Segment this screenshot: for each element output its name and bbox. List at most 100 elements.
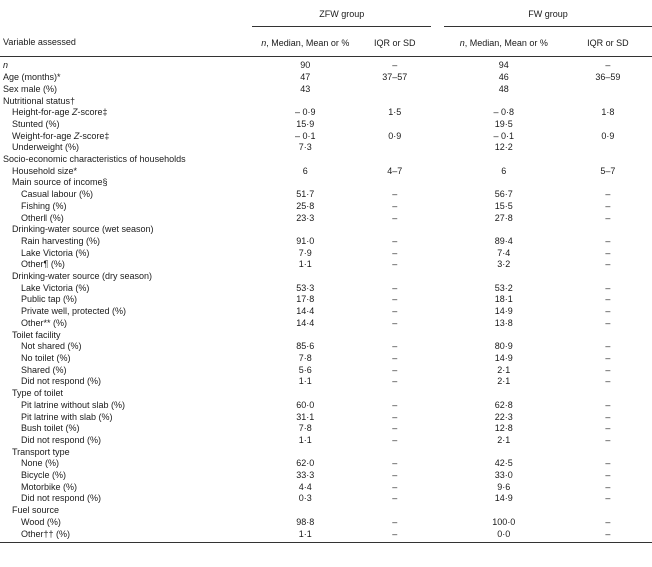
zfw-value-cell: 15·9 xyxy=(296,118,315,129)
zfw-value-cell: 1·1 xyxy=(252,528,359,544)
zfw-iqr-cell: – xyxy=(392,317,398,328)
fw-value-cell xyxy=(444,330,564,342)
zfw-iqr-cell: 1·5 xyxy=(388,107,402,118)
row-label: Pit latrine with slab (%) xyxy=(21,411,113,422)
row-label: Type of toilet xyxy=(12,388,64,399)
row-label: Wood (%) xyxy=(21,516,61,527)
fw-iqr-cell: – xyxy=(605,341,611,352)
spacer-cell xyxy=(431,400,444,412)
zfw-iqr-cell: – xyxy=(392,399,398,410)
fw-iqr-cell: – xyxy=(605,399,611,410)
spacer-cell xyxy=(431,470,444,482)
table-row: Bush toilet (%) 7·8 – 12·8 – xyxy=(0,423,652,435)
spacer-cell xyxy=(431,423,444,435)
fw-value-cell xyxy=(444,224,564,236)
fw-iqr-cell: – xyxy=(605,411,611,422)
spacer-cell xyxy=(431,283,444,295)
zfw-iqr-cell: 4–7 xyxy=(387,165,403,176)
zfw-value-cell: 1·1 xyxy=(298,259,312,270)
zfw-iqr-cell xyxy=(358,447,431,459)
sd-text: SD xyxy=(403,37,416,48)
fw-iqr-cell xyxy=(564,447,652,459)
zfw-iqr-cell xyxy=(358,119,431,131)
zfw-iqr-cell: 37–57 xyxy=(382,72,408,83)
spacer-cell xyxy=(431,72,444,84)
row-label: None (%) xyxy=(21,458,60,469)
zfw-value-cell xyxy=(252,505,358,517)
spacer-cell xyxy=(431,294,444,306)
table-row: Age (months)* 47 37–57 46 36–59 xyxy=(0,72,652,84)
spacer-cell xyxy=(431,142,444,154)
fw-iqr-cell: – xyxy=(605,516,611,527)
zfw-value-cell xyxy=(252,271,358,283)
row-label: Motorbike (%) xyxy=(21,481,78,492)
table-row: Shared (%) 5·6 – 2·1 – xyxy=(0,365,652,377)
row-label: Bush toilet (%) xyxy=(21,423,80,434)
table-row: Pit latrine without slab (%) 60·0 – 62·8 – xyxy=(0,400,652,412)
zfw-iqr-cell: – xyxy=(392,516,398,527)
spacer-cell xyxy=(431,84,444,96)
table-body: n 90–94– Age (months)* 47 37–57 46 36–59 Sex ma… xyxy=(0,57,652,544)
spacer-cell xyxy=(431,517,444,529)
table-row: Casual labour (%) 51·7 – 56·7 – xyxy=(0,189,652,201)
table-row: n 90 – 94 – xyxy=(0,57,652,72)
zfw-value-cell xyxy=(252,96,358,108)
fw-iqr-cell xyxy=(564,271,652,283)
zfw-iqr-cell: 0·9 xyxy=(388,130,402,141)
spacer-cell xyxy=(431,341,444,353)
spacer-cell xyxy=(431,154,444,166)
zfw-iqr-cell xyxy=(358,505,431,517)
table-row: Transport type xyxy=(0,447,652,459)
zfw-iqr-cell xyxy=(358,388,431,400)
zfw-iqr-cell: – xyxy=(392,212,398,223)
zfw-group-header: ZFW group xyxy=(252,0,432,27)
zfw-value-cell xyxy=(252,388,358,400)
fw-iqr-cell xyxy=(564,96,652,108)
zfw-iqr-cell: – xyxy=(392,493,398,504)
fw-iqr-cell: – xyxy=(605,364,611,375)
spacer-cell xyxy=(431,248,444,260)
zfw-value-cell: 25·8 xyxy=(296,200,315,211)
zfw-value-cell: – 0·9 xyxy=(295,107,316,118)
zfw-iqr-cell: – xyxy=(392,235,398,246)
row-label: Did not respond (%) xyxy=(21,434,102,445)
table-row: None (%) 62·0 – 42·5 – xyxy=(0,458,652,470)
fw-iqr-cell: – xyxy=(563,528,652,544)
median-text: , Median, Mean or % xyxy=(464,37,548,48)
spacer-cell xyxy=(431,107,444,119)
spacer-cell xyxy=(431,528,444,544)
sd-text: SD xyxy=(616,37,629,48)
fw-value-cell: – 0·1 xyxy=(493,130,515,141)
zfw-iqr-cell xyxy=(358,142,431,154)
row-label: Other¶ (%) xyxy=(21,259,65,270)
table-row: Rain harvesting (%) 91·0 – 89·4 – xyxy=(0,236,652,248)
fw-value-cell: 3·2 xyxy=(497,259,511,270)
row-label: Household size* xyxy=(12,165,78,176)
row-label: Age (months)* xyxy=(3,72,61,83)
fw-group-header: FW group xyxy=(443,0,652,27)
fw-value-cell xyxy=(444,177,564,189)
table-row: Did not respond (%) 0·3 – 14·9 – xyxy=(0,493,652,505)
table-row: Socio-economic characteristics of househ… xyxy=(0,154,652,166)
spacer-cell xyxy=(431,412,444,424)
row-label: No toilet (%) xyxy=(21,352,71,363)
spacer-cell xyxy=(431,0,444,26)
zfw-iqr-cell xyxy=(358,330,431,342)
fw-value-cell xyxy=(444,505,564,517)
spacer-cell xyxy=(431,435,444,447)
zfw-value-cell: 7·9 xyxy=(298,247,312,258)
zfw-value-cell xyxy=(252,154,358,166)
spacer-cell xyxy=(431,306,444,318)
spacer-cell xyxy=(431,213,444,225)
table-row: Type of toilet xyxy=(0,388,652,400)
row-label: Other†† (%) xyxy=(0,528,253,544)
zfw-value-cell: 33·3 xyxy=(296,470,315,481)
table-row: Not shared (%) 85·6 – 80·9 – xyxy=(0,341,652,353)
table-row: Sex male (%) 43 48 xyxy=(0,84,652,96)
table-row: Drinking-water source (dry season) xyxy=(0,271,652,283)
fw-value-cell: 14·9 xyxy=(494,306,513,317)
fw-value-cell: 7·4 xyxy=(497,247,511,258)
fw-iqr-cell: – xyxy=(605,200,611,211)
fw-value-cell: 2·1 xyxy=(497,434,511,445)
spacer-cell xyxy=(431,318,444,330)
